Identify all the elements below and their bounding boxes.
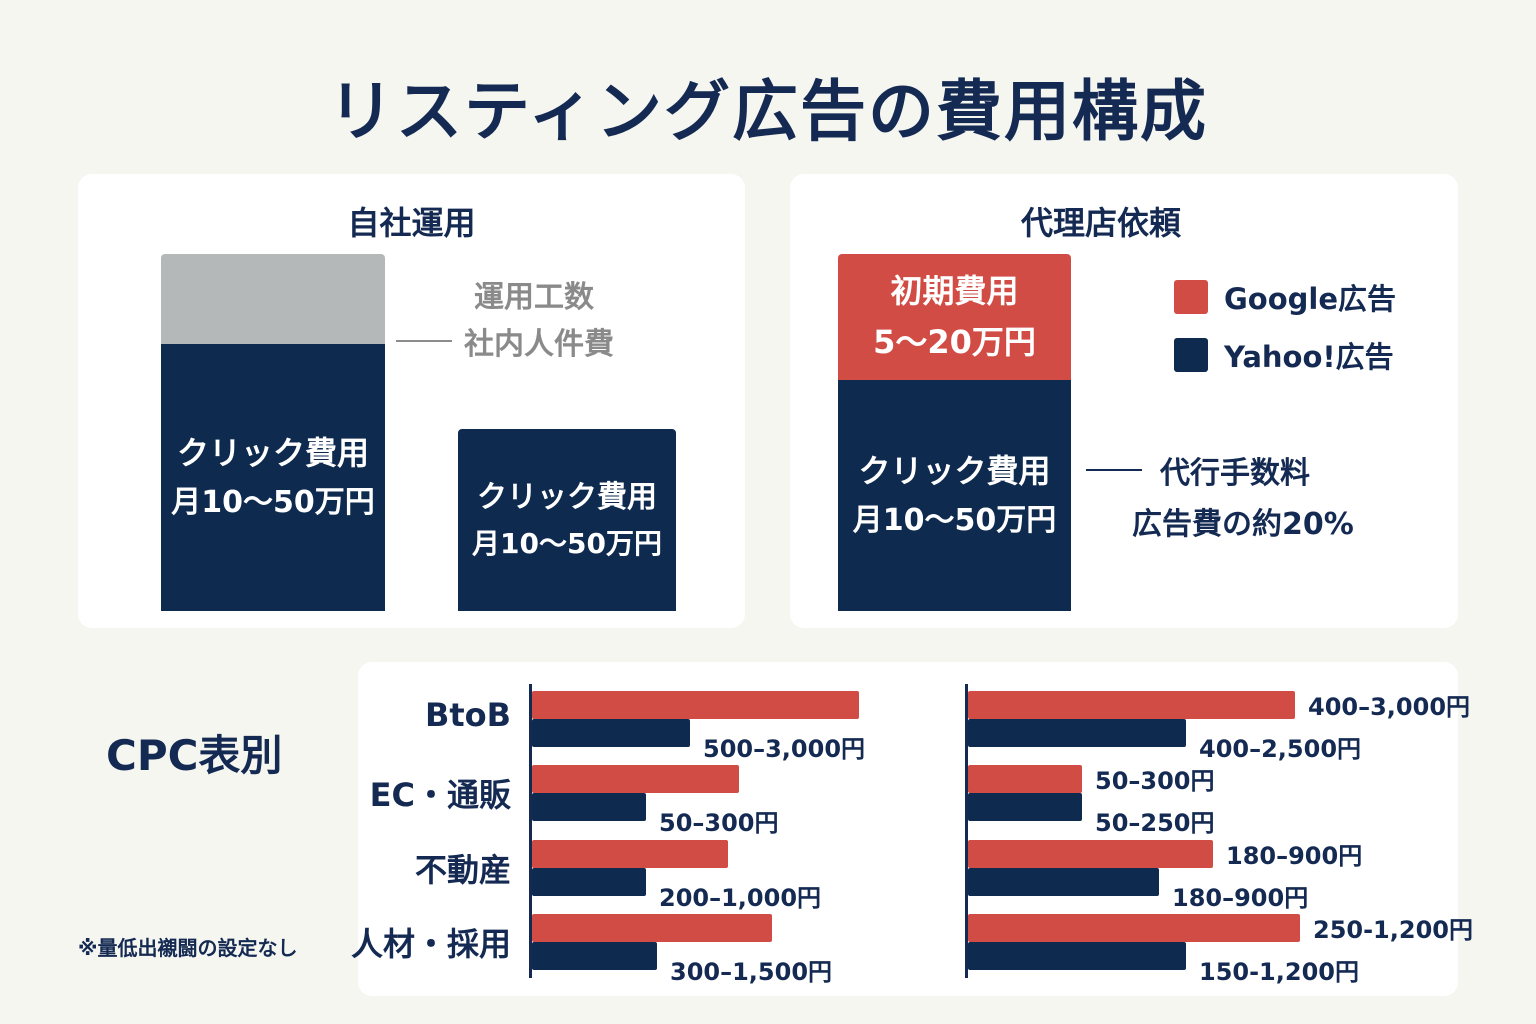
cpc-bar-value-label: 400–2,500円 — [1199, 735, 1362, 763]
cpc-axis-line — [965, 684, 968, 978]
cpc-bar-value-label: 400–3,000円 — [1308, 693, 1471, 721]
cpc-bar — [968, 719, 1186, 747]
legend-google-label: Google広告 — [1224, 282, 1397, 316]
cpc-bar-value-label: 250-1,200円 — [1313, 916, 1473, 944]
cpc-bar-value-label: 180–900円 — [1226, 842, 1363, 870]
cpc-bar-value-label: 180–900円 — [1172, 884, 1309, 912]
self-ops-card: 自社運用 クリック費用 月10～50万円 運用工数 社内人件費 クリック費用 月… — [78, 174, 745, 628]
cpc-bar — [968, 765, 1082, 793]
initial-cost-block: 初期費用 5～20万円 — [838, 254, 1071, 380]
self-ops-click-cost-amount-2: 月10～50万円 — [472, 526, 662, 560]
fee-note-line2: 広告費の約20% — [1132, 507, 1354, 542]
self-ops-click-cost-label: クリック費用 — [176, 433, 369, 472]
initial-cost-label: 初期費用 — [890, 271, 1019, 310]
cpc-category-label: 不動産 — [414, 851, 511, 889]
self-ops-click-cost-amount: 月10～50万円 — [171, 485, 375, 521]
cpc-bar-value-label: 200–1,000円 — [659, 884, 822, 912]
cpc-bar-value-label: 50–300円 — [1095, 767, 1215, 795]
cpc-bar-value-label: 150-1,200円 — [1199, 958, 1359, 986]
fee-note-connector — [1086, 469, 1142, 471]
cpc-category-label: EC・通販 — [369, 776, 511, 814]
cpc-bar — [532, 793, 646, 821]
cpc-heading: CPC表別 — [106, 731, 283, 780]
cpc-bar — [532, 765, 739, 793]
legend-google-swatch — [1174, 280, 1208, 314]
cpc-bar — [968, 840, 1213, 868]
fee-note-line1: 代行手数料 — [1160, 456, 1310, 491]
cpc-bar — [532, 868, 646, 896]
cpc-bar-value-label: 500–3,000円 — [703, 735, 866, 763]
labor-cost-block — [161, 254, 385, 344]
labor-note-line1: 運用工数 — [474, 280, 594, 315]
cpc-bar-value-label: 50–300円 — [659, 809, 779, 837]
page-title: リスティング広告の費用構成 — [327, 73, 1209, 150]
agency-click-cost-bar: クリック費用 月10～50万円 — [838, 380, 1071, 611]
cpc-bar — [968, 914, 1300, 942]
cpc-bar — [968, 868, 1159, 896]
self-ops-click-cost-label-2: クリック費用 — [477, 479, 657, 515]
cpc-bar-value-label: 300–1,500円 — [670, 958, 833, 986]
cpc-bar — [968, 793, 1082, 821]
self-ops-heading: 自社運用 — [347, 204, 476, 242]
legend-yahoo-swatch — [1174, 338, 1208, 372]
agency-card: 代理店依頼 初期費用 5～20万円 クリック費用 月10～50万円 代行手数料 … — [790, 174, 1458, 628]
labor-note-line2: 社内人件費 — [464, 327, 614, 362]
cpc-bar — [532, 840, 728, 868]
cpc-bar — [532, 942, 657, 970]
cpc-footnote: ※量低出襯闘の設定なし — [78, 936, 298, 960]
cpc-category-label: 人材・採用 — [350, 925, 511, 963]
legend-google: Google広告 — [1174, 276, 1396, 318]
self-ops-click-cost-bar-2: クリック費用 月10～50万円 — [458, 429, 676, 611]
self-ops-click-cost-bar: クリック費用 月10～50万円 — [161, 344, 385, 611]
cpc-bar — [532, 691, 859, 719]
cpc-bar — [532, 719, 690, 747]
cpc-bar — [532, 914, 772, 942]
initial-cost-amount: 5～20万円 — [873, 323, 1036, 361]
cpc-bar — [968, 942, 1186, 970]
cpc-category-label: BtoB — [424, 696, 511, 734]
cpc-bar-value-label: 50–250円 — [1095, 809, 1215, 837]
agency-click-cost-amount: 月10～50万円 — [852, 503, 1057, 539]
cpc-axis-line — [529, 684, 532, 978]
legend-yahoo-label: Yahoo!広告 — [1224, 340, 1394, 374]
agency-click-cost-label: クリック費用 — [858, 451, 1051, 490]
labor-note-connector — [396, 340, 452, 342]
cpc-bar — [968, 691, 1295, 719]
legend-yahoo: Yahoo!広告 — [1174, 334, 1394, 376]
agency-heading: 代理店依頼 — [1020, 204, 1181, 242]
